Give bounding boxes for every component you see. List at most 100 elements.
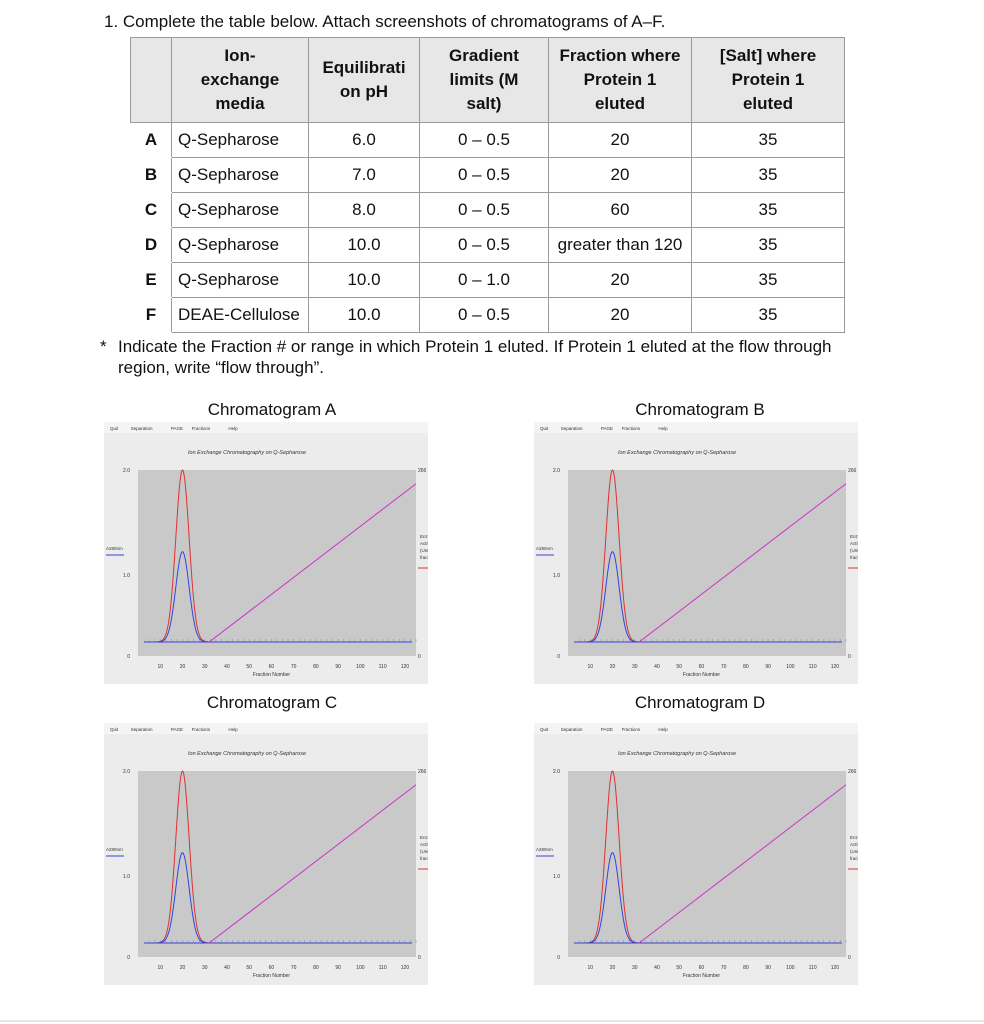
x-tick-label: 110 bbox=[379, 664, 387, 670]
x-tick-label: 120 bbox=[831, 664, 840, 670]
x-tick-label: 60 bbox=[269, 664, 275, 670]
left-tick-label: 1.0 bbox=[123, 874, 130, 880]
menu-item[interactable]: Help bbox=[228, 727, 238, 732]
right-axis-label: Enzyme bbox=[420, 534, 428, 539]
chromatogram-svg: Quit Separation PAGE Fractions Help Ion Excha… bbox=[534, 422, 858, 678]
menu-item[interactable]: Fractions bbox=[622, 727, 641, 732]
cell-fraction: 20 bbox=[548, 122, 692, 158]
menu-bar bbox=[104, 422, 428, 433]
cell-salt: 35 bbox=[691, 297, 845, 333]
x-axis-label: Fraction Number bbox=[683, 672, 721, 678]
right-tick-label: 0 bbox=[848, 654, 851, 660]
right-axis-label: fraction) bbox=[420, 555, 428, 560]
table-row: D Q-Sepharose 10.0 0 – 0.5 greater than 120 3… bbox=[130, 227, 845, 263]
cell-salt: 35 bbox=[691, 157, 845, 193]
absorbance-peak bbox=[155, 551, 210, 643]
right-axis-label: (Units/ bbox=[420, 849, 428, 854]
cell-salt: 35 bbox=[691, 122, 845, 158]
menu-item[interactable]: Separation bbox=[131, 426, 153, 431]
x-tick-label: 20 bbox=[180, 664, 186, 670]
x-tick-label: 80 bbox=[313, 664, 319, 670]
left-tick-label: 0 bbox=[557, 955, 560, 961]
right-axis-label: Activity bbox=[420, 842, 428, 847]
x-tick-label: 40 bbox=[654, 664, 660, 670]
menu-item[interactable]: Fractions bbox=[622, 426, 641, 431]
menu-item[interactable]: PAGE bbox=[601, 727, 613, 732]
chart-title-d: Chromatogram D bbox=[634, 693, 766, 712]
cell-ph: 10.0 bbox=[308, 297, 420, 333]
absorbance-peak bbox=[155, 852, 210, 944]
left-axis-label: A280nm bbox=[536, 847, 553, 852]
header-media: Ion- exchange media bbox=[171, 37, 309, 123]
cell-salt: 35 bbox=[691, 192, 845, 228]
results-table: Ion- exchange media Equilibrati on pH Gr… bbox=[130, 37, 845, 333]
cell-ph: 7.0 bbox=[308, 157, 420, 193]
menu-item[interactable]: Quit bbox=[540, 426, 549, 431]
chromatogram-svg: Quit Separation PAGE Fractions Help Ion Excha… bbox=[104, 422, 428, 678]
menu-item[interactable]: Fractions bbox=[192, 727, 211, 732]
row-label: C bbox=[130, 192, 172, 228]
menu-item[interactable]: PAGE bbox=[171, 727, 183, 732]
menu-item[interactable]: Fractions bbox=[192, 426, 211, 431]
right-tick-label: 0 bbox=[418, 654, 421, 660]
x-tick-label: 40 bbox=[224, 664, 230, 670]
right-axis-label: Activity bbox=[850, 541, 858, 546]
cell-salt: 35 bbox=[691, 262, 845, 298]
cell-gradient: 0 – 0.5 bbox=[419, 227, 549, 263]
right-tick-label: 266 bbox=[848, 769, 857, 775]
menu-item[interactable]: Separation bbox=[561, 727, 583, 732]
x-tick-label: 30 bbox=[632, 965, 638, 971]
right-tick-label: 0 bbox=[848, 955, 851, 961]
menu-bar bbox=[534, 422, 858, 433]
menu-item[interactable]: Quit bbox=[110, 426, 119, 431]
note-marker: * bbox=[100, 337, 107, 356]
plot-area bbox=[568, 771, 846, 957]
menu-item[interactable]: Help bbox=[658, 727, 668, 732]
x-tick-label: 30 bbox=[632, 664, 638, 670]
salt-gradient-line bbox=[208, 483, 417, 643]
chromatogram-a-panel: Quit Separation PAGE Fractions Help Ion Excha… bbox=[104, 422, 428, 684]
cell-media: Q-Sepharose bbox=[171, 122, 309, 158]
menu-bar bbox=[534, 723, 858, 734]
left-tick-label: 0 bbox=[127, 955, 130, 961]
note-text: Indicate the Fraction # or range in whic… bbox=[118, 337, 832, 377]
x-tick-label: 10 bbox=[157, 664, 163, 670]
x-tick-label: 50 bbox=[246, 664, 252, 670]
x-tick-label: 90 bbox=[765, 664, 771, 670]
x-tick-label: 10 bbox=[587, 965, 593, 971]
x-tick-label: 50 bbox=[246, 965, 252, 971]
cell-fraction: 20 bbox=[548, 297, 692, 333]
left-axis-label: A280nm bbox=[106, 546, 123, 551]
x-axis-label: Fraction Number bbox=[253, 672, 291, 678]
x-tick-label: 90 bbox=[765, 965, 771, 971]
menu-item[interactable]: Help bbox=[228, 426, 238, 431]
activity-peak bbox=[585, 770, 640, 944]
menu-item[interactable]: PAGE bbox=[171, 426, 183, 431]
cell-fraction: greater than 120 bbox=[548, 227, 692, 263]
cell-media: Q-Sepharose bbox=[171, 227, 309, 263]
table-row: C Q-Sepharose 8.0 0 – 0.5 60 35 bbox=[130, 192, 845, 228]
cell-gradient: 0 – 0.5 bbox=[419, 122, 549, 158]
salt-gradient-line bbox=[208, 784, 417, 944]
table-header-row: Ion- exchange media Equilibrati on pH Gr… bbox=[130, 37, 845, 123]
salt-gradient-line bbox=[638, 483, 847, 643]
x-tick-label: 90 bbox=[335, 664, 341, 670]
x-tick-label: 120 bbox=[831, 965, 840, 971]
cell-ph: 8.0 bbox=[308, 192, 420, 228]
menu-item[interactable]: PAGE bbox=[601, 426, 613, 431]
cell-gradient: 0 – 1.0 bbox=[419, 262, 549, 298]
menu-item[interactable]: Help bbox=[658, 426, 668, 431]
menu-item[interactable]: Separation bbox=[131, 727, 153, 732]
activity-peak bbox=[155, 469, 210, 643]
cell-media: DEAE-Cellulose bbox=[171, 297, 309, 333]
menu-item[interactable]: Quit bbox=[110, 727, 119, 732]
cell-media: Q-Sepharose bbox=[171, 262, 309, 298]
menu-item[interactable]: Quit bbox=[540, 727, 549, 732]
instruction-note: * Indicate the Fraction # or range in wh… bbox=[100, 336, 880, 378]
row-label: F bbox=[130, 297, 172, 333]
row-label: A bbox=[130, 122, 172, 158]
left-tick-label: 2.0 bbox=[123, 468, 130, 474]
x-tick-label: 120 bbox=[401, 965, 410, 971]
right-tick-label: 0 bbox=[418, 955, 421, 961]
menu-item[interactable]: Separation bbox=[561, 426, 583, 431]
